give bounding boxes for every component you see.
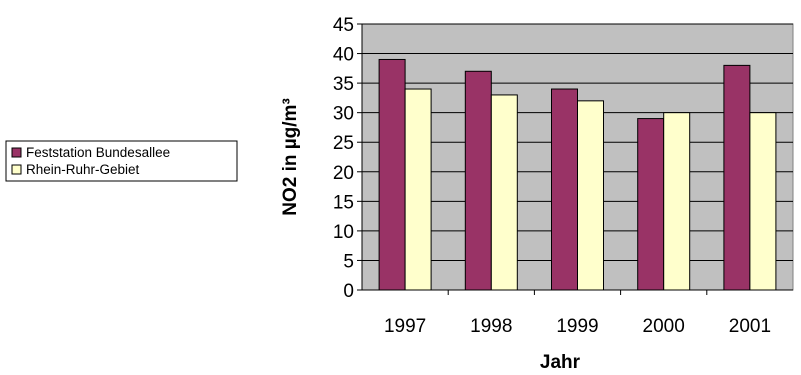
y-tick-label: 0 <box>343 281 354 302</box>
y-axis-title: NO2 in µg/m³ <box>280 98 301 216</box>
y-tick-label: 5 <box>343 251 354 272</box>
y-tick-label: 40 <box>333 45 354 66</box>
x-tick-label: 1999 <box>556 316 598 337</box>
x-tick-label: 1998 <box>470 316 512 337</box>
y-tick-label: 15 <box>333 192 354 213</box>
bars <box>378 58 777 291</box>
y-tick-label: 35 <box>333 74 354 95</box>
x-tick-label: 2000 <box>643 316 685 337</box>
y-axis: 0 5 10 15 20 25 30 35 40 45 <box>333 15 363 302</box>
bar-feststation-2000 <box>637 118 665 291</box>
bar-feststation-1998 <box>464 70 492 291</box>
x-axis-title: Jahr <box>540 352 581 373</box>
y-tick-label: 45 <box>333 15 354 36</box>
legend-label-feststation: Feststation Bundesallee <box>26 145 170 160</box>
y-tick-label: 30 <box>333 104 354 125</box>
bar-rhein-ruhr-2001 <box>749 112 777 291</box>
legend-label-rhein-ruhr: Rhein-Ruhr-Gebiet <box>26 162 140 177</box>
bar-feststation-1999 <box>551 88 578 291</box>
y-tick-label: 25 <box>333 133 354 154</box>
bar-rhein-ruhr-2000 <box>663 112 691 291</box>
bar-feststation-2001 <box>723 64 751 291</box>
x-tick-label: 1997 <box>384 316 426 337</box>
legend-swatch-feststation <box>11 147 22 158</box>
legend-box <box>5 140 238 182</box>
y-tick-label: 10 <box>333 222 354 243</box>
x-tick-label: 2001 <box>729 316 771 337</box>
bar-rhein-ruhr-1999 <box>577 100 604 291</box>
legend-swatch-rhein-ruhr <box>11 164 22 175</box>
bar-rhein-ruhr-1997 <box>404 88 432 291</box>
legend: Feststation Bundesallee Rhein-Ruhr-Gebie… <box>5 140 238 182</box>
bar-rhein-ruhr-1998 <box>490 94 518 291</box>
x-axis: 1997 1998 1999 2000 2001 <box>362 289 793 337</box>
bar-feststation-1997 <box>378 58 406 291</box>
y-tick-label: 20 <box>333 163 354 184</box>
